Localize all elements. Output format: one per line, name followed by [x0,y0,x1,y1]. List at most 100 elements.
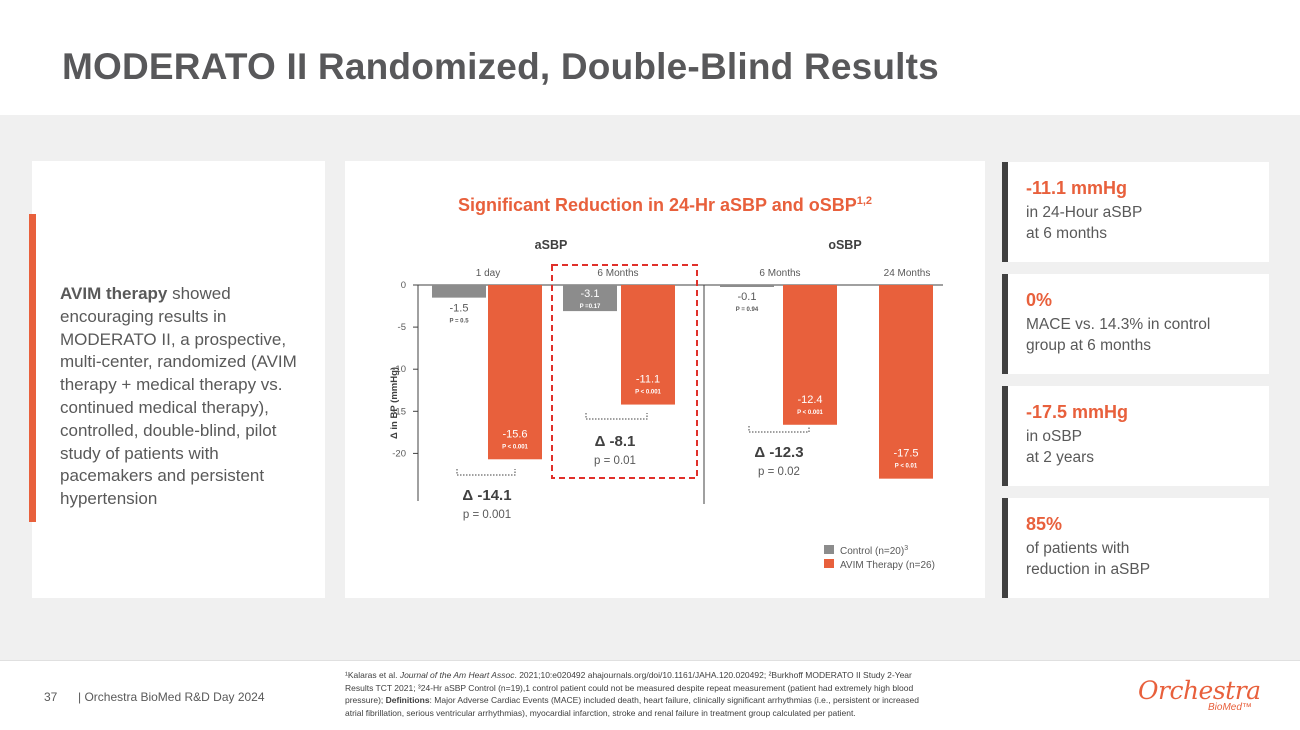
delta-bracket [748,426,810,433]
control-value-label: -0.1 [738,291,757,303]
footnote-line: ¹Kalaras et al. Journal of the Am Heart … [345,669,1045,682]
y-tick-label: -15 [392,406,406,417]
stat-card-4: 85% of patients with reduction in aSBP [1002,498,1269,598]
stat-value: 85% [1026,514,1063,534]
avim-p-label: P < 0.01 [895,464,918,470]
stat-description: in 24-Hour aSBP at 6 months [1026,202,1266,244]
avim-value-label: -15.6 [502,428,527,440]
stat-description-line: group at 6 months [1026,337,1151,354]
logo-subtext: BioMed™ [1208,702,1252,713]
category-label: 1 day [476,268,500,279]
delta-bracket [456,469,516,476]
stat-card-2: 0% MACE vs. 14.3% in control group at 6 … [1002,274,1269,374]
avim-bar [879,285,933,479]
y-tick-label: -5 [398,322,406,333]
avim-bar [488,285,542,460]
delta-p-value: p = 0.02 [758,466,800,478]
avim-bar [783,285,837,425]
footnote-text: : Major Adverse Cardiac Events (MACE) in… [429,695,919,705]
stat-description-line: reduction in aSBP [1026,561,1151,578]
avim-value-label: -12.4 [797,394,822,406]
stat-description: of patients with reduction in aSBP [1026,538,1266,580]
legend-label-superscript: 3 [904,545,908,552]
stat-description-line: in oSBP [1026,428,1083,445]
stat-description-line: MACE vs. 14.3% in control [1026,316,1211,333]
control-bar [720,285,774,287]
legend-label-text: Control (n=20) [840,546,904,557]
chart-card: Significant Reduction in 24-Hr aSBP and … [345,161,985,598]
avim-p-label: P < 0.001 [797,410,823,416]
highlight-box [551,264,698,479]
category-label: 6 Months [597,268,638,279]
page-number: 37 [44,690,58,704]
footnote-definitions: Definitions [385,695,430,705]
delta-label: Δ -12.3 [754,444,803,461]
footnote-text: atrial fibrillation, serious ventricular… [345,707,856,718]
avim-p-label: P < 0.001 [502,444,528,450]
stat-description-line: in 24-Hour aSBP [1026,204,1143,221]
avim-value-label: -11.1 [636,374,660,386]
y-tick-label: 0 [401,280,406,291]
delta-p-value: p = 0.001 [463,509,511,521]
chart-title-superscript: 1,2 [857,195,872,207]
delta-label: Δ -14.1 [462,487,511,504]
legend-label-avim: AVIM Therapy (n=26) [840,560,935,571]
summary-lead: AVIM therapy [60,284,168,303]
footnote-text: . 2021;10:e020492 ahajournals.org/doi/10… [514,670,912,680]
footer-title: | Orchestra BioMed R&D Day 2024 [78,690,265,704]
bar-chart: Significant Reduction in 24-Hr aSBP and … [389,195,943,571]
footnote-line: pressure); Definitions: Major Adverse Ca… [345,694,1045,707]
summary-body: showed encouraging results in MODERATO I… [60,284,297,509]
orchestra-biomed-logo: Orchestra BioMed™ [1138,676,1263,716]
stat-value: -11.1 mmHg [1026,178,1128,198]
chart-title: Significant Reduction in 24-Hr aSBP and … [458,195,872,215]
legend-label-control: Control (n=20)3 [840,545,908,557]
group-label-asbp: aSBP [535,238,568,252]
summary-text: AVIM therapy showed encouraging results … [60,283,310,511]
slide-title: MODERATO II Randomized, Double-Blind Res… [62,46,939,87]
footnote-line: Results TCT 2021; ³24-Hr aSBP Control (n… [345,682,1045,695]
avim-p-label: P < 0.001 [635,390,661,396]
control-p-label: P = 0.5 [449,319,469,325]
stat-description-line: of patients with [1026,540,1130,557]
footnote-line: atrial fibrillation, serious ventricular… [345,707,1045,720]
chart-title-text: Significant Reduction in 24-Hr aSBP and … [458,195,857,215]
stat-description: in oSBP at 2 years [1026,426,1266,468]
stat-card-3: -17.5 mmHg in oSBP at 2 years [1002,386,1269,486]
stat-description-line: at 6 months [1026,225,1107,242]
legend-swatch-avim [824,559,834,568]
y-tick-label: -10 [392,364,406,375]
logo-wordmark: Orchestra [1138,676,1261,705]
summary-card [32,161,325,598]
control-value-label: -3.1 [581,288,600,300]
stat-value: -17.5 mmHg [1026,402,1129,422]
stat-card-1: -11.1 mmHg in 24-Hour aSBP at 6 months [1002,162,1269,262]
avim-value-label: -17.5 [893,448,918,460]
control-bar [432,285,486,298]
footnote-text: Results TCT 2021; ³24-Hr aSBP Control (n… [345,682,914,693]
category-label: 6 Months [759,268,800,279]
footnote-text: ¹Kalaras et al. [345,670,400,680]
footer-divider [0,660,1300,661]
footnote: ¹Kalaras et al. Journal of the Am Heart … [345,669,1045,719]
control-p-label: P = 0.94 [736,307,759,313]
y-axis-label: Δ in BP (mmHg) [389,367,400,439]
delta-label: Δ -8.1 [595,433,636,450]
delta-bracket [585,413,648,420]
stat-description: MACE vs. 14.3% in control group at 6 mon… [1026,314,1266,356]
avim-bar [621,285,675,405]
stat-description-line: at 2 years [1026,449,1095,466]
summary-accent-bar [29,214,36,522]
legend-swatch-control [824,545,834,554]
delta-p-value: p = 0.01 [594,455,636,467]
footnote-text: pressure); [345,695,386,705]
y-tick-label: -20 [392,448,406,459]
control-bar [563,285,617,312]
control-value-label: -1.5 [450,303,469,315]
category-label: 24 Months [884,268,931,279]
footnote-journal: Journal of the Am Heart Assoc [399,670,515,680]
stat-value: 0% [1026,290,1053,310]
group-label-osbp: oSBP [828,238,861,252]
control-p-label: P =0.17 [580,304,601,310]
